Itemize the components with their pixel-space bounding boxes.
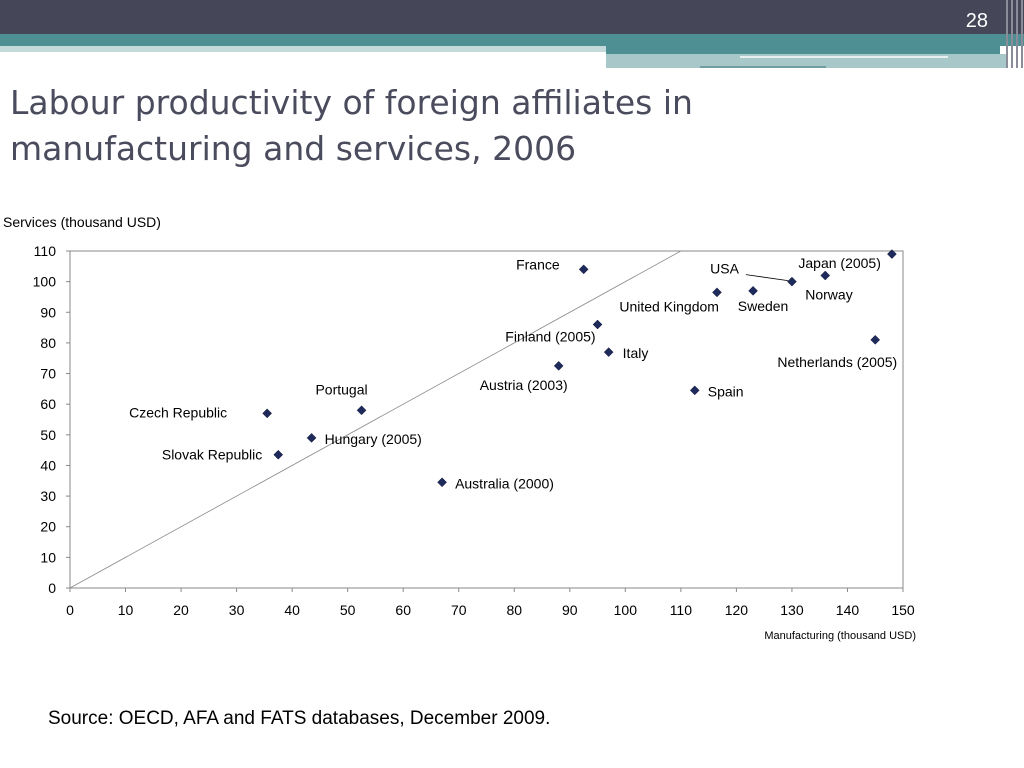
reference-line [69, 250, 682, 589]
y-axis-title: Services (thousand USD) [3, 214, 161, 230]
data-point-australia-2000 [437, 477, 447, 488]
point-label-spain: Spain [708, 383, 744, 399]
x-tick-label: 140 [836, 602, 860, 618]
header-pale-band [0, 46, 606, 52]
data-point-spain [689, 385, 700, 396]
x-tick-label: 90 [562, 602, 578, 618]
y-tick-label: 50 [40, 427, 56, 443]
point-label-czech-republic: Czech Republic [129, 404, 227, 420]
point-label-usa: USA [710, 261, 739, 277]
x-tick-label: 10 [118, 602, 134, 618]
data-point-japan-2005 [887, 249, 897, 259]
point-label-sweden: Sweden [738, 298, 789, 314]
header-accent-line-2 [700, 66, 826, 68]
data-point-finland-2005 [592, 319, 603, 330]
slide-title: Labour productivity of foreign affiliate… [10, 80, 910, 172]
data-point-norway [820, 270, 831, 281]
point-label-austria-2003: Austria (2003) [480, 377, 568, 393]
x-tick-label: 110 [670, 602, 693, 618]
y-tick-label: 110 [34, 243, 57, 259]
y-tick-label: 30 [40, 488, 56, 504]
x-tick-label: 80 [506, 602, 522, 618]
y-tick-label: 10 [40, 549, 56, 565]
plot-area [69, 250, 904, 589]
source-note: Source: OECD, AFA and FATS databases, De… [48, 708, 551, 729]
point-label-france: France [516, 256, 560, 272]
point-label-italy: Italy [623, 345, 649, 361]
x-tick-label: 40 [284, 602, 300, 618]
y-tick-label: 90 [40, 304, 56, 320]
data-point-usa [787, 276, 797, 287]
title-line-1: Labour productivity of foreign affiliate… [10, 83, 693, 122]
header-accent-band [0, 34, 1024, 46]
page-number: 28 [965, 10, 988, 32]
data-point-united-kingdom [712, 287, 722, 298]
scatter-chart: Services (thousand USD) Manufacturing (t… [3, 214, 916, 642]
x-tick-label: 30 [229, 602, 245, 618]
x-axis-title: Manufacturing (thousand USD) [764, 630, 916, 642]
point-label-hungary-2005: Hungary (2005) [325, 431, 422, 447]
point-label-slovak-republic: Slovak Republic [162, 447, 262, 463]
point-label-japan-2005: Japan (2005) [798, 255, 881, 271]
point-label-norway: Norway [805, 287, 852, 303]
y-tick-label: 0 [48, 580, 56, 596]
y-tick-label: 100 [33, 274, 57, 290]
x-tick-label: 130 [780, 602, 804, 618]
y-tick-label: 20 [40, 519, 56, 535]
x-tick-label: 120 [725, 602, 749, 618]
x-tick-label: 60 [395, 602, 411, 618]
data-point-czech-republic [262, 408, 272, 419]
x-tick-label: 0 [66, 602, 74, 618]
x-tick-label: 20 [173, 602, 189, 618]
point-label-united-kingdom: United Kingdom [619, 298, 719, 314]
data-point-sweden [748, 285, 758, 296]
title-line-2: manufacturing and services, 2006 [10, 129, 577, 168]
point-label-finland-2005: Finland (2005) [505, 329, 595, 345]
y-tick-label: 80 [40, 335, 56, 351]
x-tick-label: 100 [614, 602, 638, 618]
x-tick-label: 150 [891, 602, 915, 618]
point-label-australia-2000: Australia (2000) [455, 475, 554, 491]
data-point-italy [603, 347, 614, 357]
usa-leader-line [745, 274, 788, 282]
data-point-netherlands-2005 [870, 334, 881, 345]
header-stripes [1004, 0, 1024, 68]
point-label-portugal: Portugal [315, 381, 367, 397]
x-tick-label: 70 [451, 602, 467, 618]
data-point-france [578, 264, 589, 275]
header-accent-line [740, 56, 948, 58]
x-tick-label: 50 [340, 602, 356, 618]
point-label-netherlands-2005: Netherlands (2005) [777, 354, 897, 370]
data-point-slovak-republic [273, 449, 284, 460]
data-point-hungary-2005 [306, 433, 317, 443]
header-bar [0, 0, 1024, 34]
y-tick-label: 70 [40, 366, 56, 382]
data-point-austria-2003 [553, 361, 564, 371]
y-tick-label: 60 [40, 396, 56, 412]
data-point-portugal [356, 405, 367, 416]
header-accent-band-right [606, 46, 1000, 54]
y-tick-label: 40 [40, 457, 56, 473]
